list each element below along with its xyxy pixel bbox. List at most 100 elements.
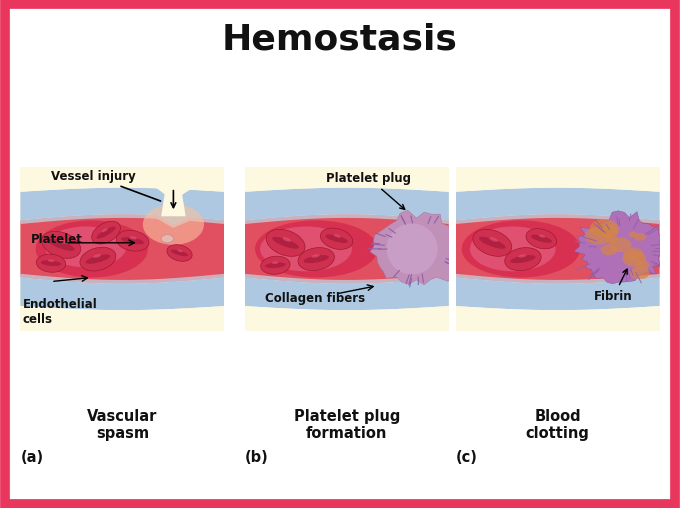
Ellipse shape	[45, 227, 126, 267]
Polygon shape	[121, 237, 144, 244]
Polygon shape	[171, 250, 188, 256]
Text: Fibrin: Fibrin	[594, 269, 633, 303]
Polygon shape	[456, 167, 660, 331]
Ellipse shape	[600, 244, 617, 255]
Ellipse shape	[630, 267, 649, 279]
Ellipse shape	[282, 237, 291, 242]
Ellipse shape	[48, 260, 54, 262]
Polygon shape	[326, 235, 347, 243]
Polygon shape	[97, 227, 116, 239]
Ellipse shape	[585, 227, 613, 245]
Ellipse shape	[606, 235, 619, 244]
Polygon shape	[245, 277, 449, 310]
Ellipse shape	[623, 248, 644, 261]
Polygon shape	[20, 167, 224, 200]
Polygon shape	[303, 255, 329, 263]
Ellipse shape	[634, 233, 646, 241]
Polygon shape	[20, 277, 224, 310]
Polygon shape	[161, 177, 186, 216]
Ellipse shape	[129, 236, 137, 239]
Ellipse shape	[489, 237, 498, 242]
Polygon shape	[320, 228, 353, 249]
Text: Platelet plug
formation: Platelet plug formation	[294, 409, 400, 441]
Text: Vessel injury: Vessel injury	[51, 170, 160, 201]
Polygon shape	[456, 274, 660, 283]
Ellipse shape	[470, 227, 556, 271]
Polygon shape	[473, 229, 512, 257]
Ellipse shape	[260, 227, 352, 271]
Polygon shape	[456, 214, 660, 224]
Ellipse shape	[634, 260, 650, 270]
Ellipse shape	[622, 251, 646, 267]
Polygon shape	[260, 256, 290, 274]
Ellipse shape	[93, 254, 101, 258]
Text: Platelet plug: Platelet plug	[326, 172, 411, 209]
Polygon shape	[479, 237, 506, 249]
Ellipse shape	[590, 219, 618, 237]
Text: Vascular
spasm: Vascular spasm	[87, 409, 158, 441]
Text: (c): (c)	[456, 450, 477, 465]
Polygon shape	[167, 245, 192, 261]
Polygon shape	[80, 247, 116, 271]
Polygon shape	[245, 274, 449, 283]
Text: Platelet: Platelet	[31, 233, 82, 246]
Polygon shape	[266, 229, 305, 257]
Polygon shape	[245, 214, 449, 283]
Polygon shape	[20, 214, 224, 283]
Ellipse shape	[596, 223, 619, 238]
Ellipse shape	[35, 220, 148, 277]
Ellipse shape	[58, 239, 67, 244]
Polygon shape	[41, 261, 61, 266]
Polygon shape	[20, 167, 224, 331]
Polygon shape	[116, 231, 149, 251]
Polygon shape	[36, 254, 66, 272]
Ellipse shape	[334, 234, 341, 238]
Ellipse shape	[255, 220, 377, 277]
Ellipse shape	[177, 249, 183, 252]
Ellipse shape	[609, 237, 632, 252]
Polygon shape	[20, 274, 224, 283]
Polygon shape	[456, 167, 660, 192]
Polygon shape	[245, 188, 449, 220]
Ellipse shape	[628, 232, 637, 237]
Polygon shape	[245, 214, 449, 224]
Ellipse shape	[311, 255, 320, 258]
Polygon shape	[245, 167, 449, 192]
Text: Blood
clotting: Blood clotting	[526, 409, 590, 441]
Ellipse shape	[518, 255, 526, 258]
Polygon shape	[20, 214, 224, 228]
Polygon shape	[41, 231, 81, 259]
Polygon shape	[510, 255, 536, 263]
Polygon shape	[86, 255, 110, 264]
Ellipse shape	[539, 235, 545, 238]
Text: (a): (a)	[20, 450, 44, 465]
Polygon shape	[265, 263, 286, 268]
Ellipse shape	[462, 220, 580, 277]
Text: Hemostasis: Hemostasis	[222, 23, 458, 57]
Ellipse shape	[143, 204, 204, 245]
Polygon shape	[272, 237, 299, 249]
Text: Endothelial
cells: Endothelial cells	[22, 298, 97, 326]
Polygon shape	[20, 306, 224, 331]
Polygon shape	[530, 235, 552, 243]
Polygon shape	[456, 188, 660, 220]
Ellipse shape	[272, 262, 278, 264]
Polygon shape	[505, 247, 541, 271]
Polygon shape	[48, 239, 75, 251]
Text: (b): (b)	[245, 450, 269, 465]
Polygon shape	[526, 229, 556, 249]
Polygon shape	[245, 167, 449, 331]
Polygon shape	[298, 247, 335, 271]
Polygon shape	[370, 210, 469, 285]
Ellipse shape	[101, 228, 108, 232]
Polygon shape	[245, 306, 449, 331]
Polygon shape	[456, 277, 660, 310]
Polygon shape	[574, 211, 672, 284]
Ellipse shape	[161, 235, 173, 243]
Polygon shape	[456, 214, 660, 283]
Text: Collagen fibers: Collagen fibers	[265, 292, 365, 305]
Polygon shape	[20, 188, 224, 224]
Ellipse shape	[386, 224, 437, 274]
Polygon shape	[92, 221, 120, 244]
Polygon shape	[456, 306, 660, 331]
